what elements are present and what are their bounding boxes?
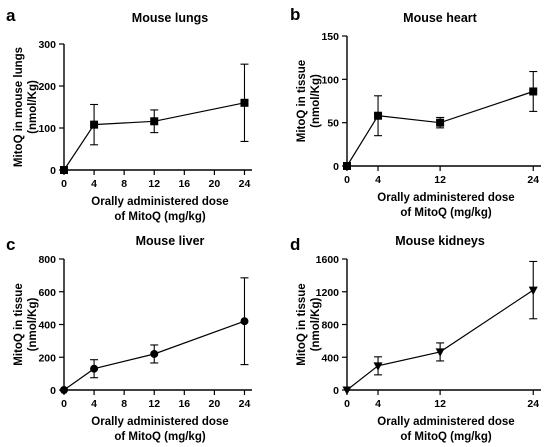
x-axis-label-line2: of MitoQ (mg/kg): [400, 207, 492, 219]
y-tick-label: 800: [38, 254, 56, 266]
series-line: [346, 90, 534, 167]
data-point: [374, 111, 383, 120]
chart-title: Mouse heart: [403, 11, 477, 25]
y-tick-label: 1600: [316, 254, 340, 266]
x-tick-label: 24: [527, 398, 539, 410]
panel-letter: c: [6, 235, 15, 254]
x-axis-label-line2: of MitoQ (mg/kg): [400, 431, 492, 443]
x-axis-label-line1: Orally administered dose: [377, 192, 514, 204]
x-tick-label: 4: [91, 178, 97, 190]
data-point: [60, 386, 68, 394]
y-tick-label: 100: [38, 123, 56, 135]
y-axis-label-line1: MitoQ in mouse lungs: [13, 47, 25, 167]
y-tick-label: 150: [321, 31, 339, 43]
x-tick-label: 24: [527, 174, 539, 186]
y-axis-label-line2: (nmol/Kg): [310, 74, 322, 128]
x-tick-label: 24: [239, 398, 251, 410]
data-point: [240, 98, 249, 107]
x-tick-label: 16: [178, 398, 190, 410]
x-tick-label: 0: [61, 178, 67, 190]
series-line: [63, 102, 245, 171]
x-tick-label: 12: [434, 398, 446, 410]
data-point: [150, 349, 159, 358]
y-tick-label: 600: [38, 287, 56, 299]
x-tick-label: 0: [344, 174, 350, 186]
data-point: [90, 364, 99, 373]
x-tick-label: 4: [375, 174, 381, 186]
chart-title: Mouse lungs: [132, 11, 208, 25]
data-point: [342, 386, 352, 395]
panel-b: b Mouse heart 0 50 100 150 0 4 12 24 Orally admini…: [290, 5, 541, 219]
y-axis-label-line1: MitoQ in tissue: [13, 283, 25, 365]
y-tick-label: 1200: [316, 287, 340, 299]
data-point: [528, 286, 538, 296]
y-tick-label: 0: [50, 165, 56, 177]
panel-a: a Mouse lungs 0 100 200 300 0 4 8 12 16 20 24 Orally …: [6, 6, 252, 223]
y-tick-label: 200: [38, 81, 56, 93]
series-line: [346, 289, 534, 391]
x-tick-label: 24: [239, 178, 251, 190]
x-tick-label: 12: [148, 398, 160, 410]
data-point: [343, 162, 351, 170]
panel-letter: d: [290, 235, 300, 254]
y-axis-label-line1: MitoQ in tissue: [296, 60, 308, 142]
y-axis-label-line2: (nmol/Kg): [27, 298, 39, 352]
data-point: [435, 348, 445, 357]
y-tick-label: 400: [38, 320, 56, 332]
y-axis-label-line2: (nmol/Kg): [27, 80, 39, 134]
y-tick-label: 400: [321, 352, 339, 364]
y-tick-label: 0: [333, 161, 339, 173]
chart-title: Mouse kidneys: [395, 234, 485, 248]
y-tick-label: 100: [321, 74, 339, 86]
data-point: [529, 87, 538, 96]
x-tick-label: 16: [178, 178, 190, 190]
x-tick-label: 4: [91, 398, 97, 410]
data-point: [150, 117, 159, 126]
x-tick-label: 12: [434, 174, 446, 186]
y-axis-label-line1: MitoQ in tissue: [296, 283, 308, 365]
data-point: [436, 118, 445, 127]
panel-d: d Mouse kidneys 0 400 800 1200 1600 0 4 12 24 Orall…: [290, 234, 541, 443]
x-axis-label-line1: Orally administered dose: [377, 416, 514, 428]
y-tick-label: 0: [50, 385, 56, 397]
data-point: [60, 166, 68, 174]
x-tick-label: 12: [148, 178, 160, 190]
y-tick-label: 0: [333, 385, 339, 397]
x-tick-label: 8: [121, 178, 127, 190]
x-tick-label: 20: [209, 178, 221, 190]
x-tick-label: 0: [344, 398, 350, 410]
y-tick-label: 800: [321, 320, 339, 332]
y-tick-label: 300: [38, 39, 56, 51]
series-line: [63, 320, 245, 391]
x-axis-label-line1: Orally administered dose: [91, 416, 228, 428]
data-point: [240, 317, 249, 326]
panel-letter: b: [290, 5, 300, 24]
panel-letter: a: [6, 6, 16, 25]
chart-title: Mouse liver: [136, 234, 205, 248]
x-tick-label: 4: [375, 398, 381, 410]
y-tick-label: 50: [327, 118, 339, 130]
panel-c: c Mouse liver 0 200 400 600 800 0 4 8 12 16 20 24 Oral…: [6, 234, 252, 443]
x-tick-label: 20: [209, 398, 221, 410]
x-tick-label: 8: [121, 398, 127, 410]
x-axis-label-line2: of MitoQ (mg/kg): [114, 211, 206, 223]
y-axis-label-line2: (nmol/Kg): [310, 298, 322, 352]
x-axis-label-line2: of MitoQ (mg/kg): [114, 431, 206, 443]
data-point: [90, 120, 99, 129]
y-tick-label: 200: [38, 352, 56, 364]
x-tick-label: 0: [61, 398, 67, 410]
x-axis-label-line1: Orally administered dose: [91, 196, 228, 208]
data-point: [373, 362, 383, 371]
